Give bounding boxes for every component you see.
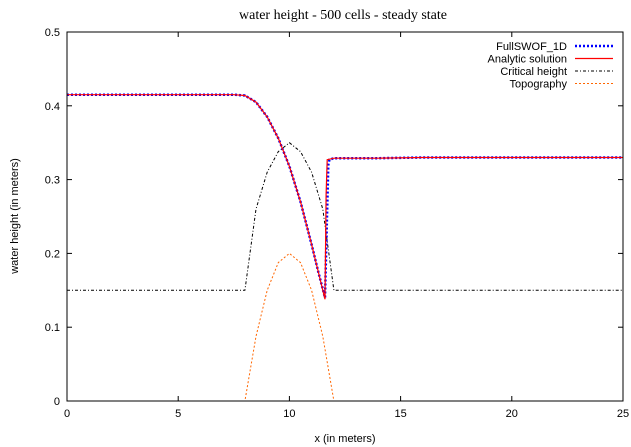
x-axis-label: x (in meters): [314, 433, 375, 445]
x-tick-label: 5: [175, 408, 181, 420]
chart-title: water height - 500 cells - steady state: [239, 8, 447, 23]
legend-label: Critical height: [500, 66, 567, 78]
x-tick-label: 20: [506, 408, 518, 420]
series-critical-height-line: [67, 142, 623, 291]
y-tick-label: 0.4: [45, 101, 60, 113]
series-fullswof-1d-line: [67, 93, 623, 299]
y-axis-label: water height (in meters): [9, 158, 21, 275]
x-tick-label: 0: [64, 408, 70, 420]
plot-frame: [66, 31, 624, 402]
axis-ticks: 0 5 10 15 20 25 0 0.1 0.2 0.3 0.4 0.5: [45, 27, 629, 420]
legend-label: FullSWOF_1D: [496, 41, 567, 53]
legend-label: Analytic solution: [488, 54, 568, 66]
legend-label: Topography: [510, 79, 568, 91]
plot-series: [67, 93, 623, 402]
series-topography-line: [67, 252, 623, 402]
x-tick-label: 10: [283, 408, 295, 420]
y-tick-label: 0.5: [45, 27, 60, 39]
y-tick-label: 0.1: [45, 322, 60, 334]
y-tick-label: 0: [54, 396, 60, 408]
x-tick-label: 25: [617, 408, 629, 420]
y-tick-label: 0.2: [45, 248, 60, 260]
y-tick-label: 0.3: [45, 175, 60, 187]
x-tick-label: 15: [394, 408, 406, 420]
series-analytic-solution-line: [67, 94, 623, 300]
